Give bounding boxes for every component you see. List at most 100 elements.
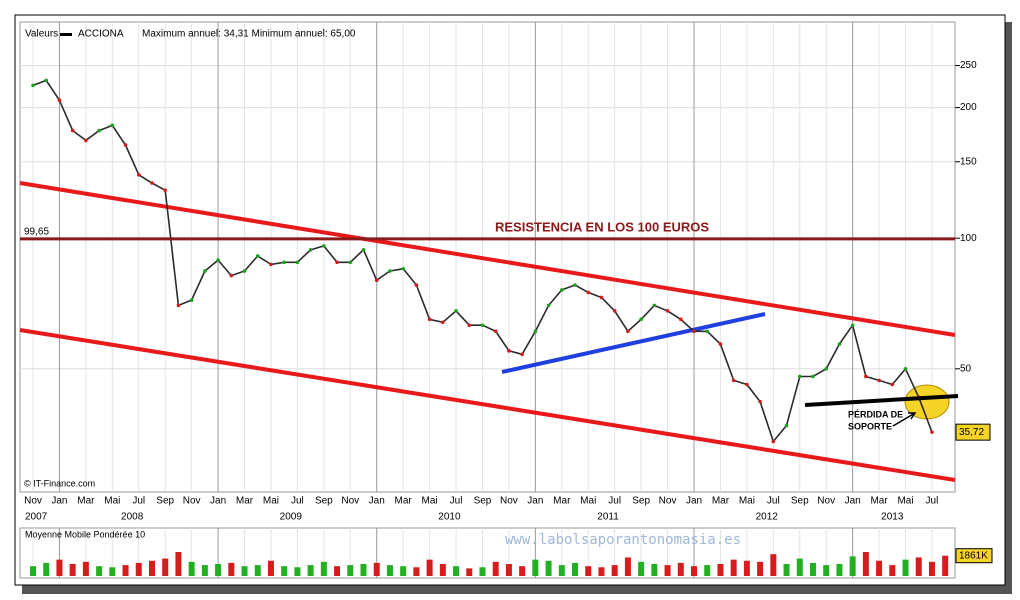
price-point — [335, 260, 339, 265]
last-price-box — [955, 423, 991, 441]
volume-bar — [466, 568, 473, 576]
x-tick-label: Sep — [632, 496, 650, 507]
x-tick-label: Jul — [132, 496, 145, 507]
volume-bar — [386, 565, 393, 576]
volume-bar — [862, 552, 869, 576]
volume-bar — [307, 565, 314, 576]
volume-bar — [347, 565, 354, 576]
volume-bar — [228, 562, 235, 576]
price-point — [784, 423, 789, 428]
volume-bar — [254, 565, 261, 576]
price-point — [533, 329, 538, 334]
x-tick-label: Mar — [553, 496, 571, 507]
volume-bar — [215, 564, 222, 576]
price-point — [44, 78, 49, 83]
price-point — [97, 128, 101, 133]
y-tick-label: 200 — [960, 102, 977, 113]
volume-bar — [677, 562, 684, 576]
price-point — [903, 366, 908, 371]
y-tick-label: 150 — [960, 156, 977, 167]
price-point — [454, 309, 458, 313]
price-point — [136, 172, 141, 177]
price-point — [850, 323, 855, 328]
x-tick-label: Jan — [686, 496, 702, 507]
price-point — [322, 244, 326, 248]
x-tick-label: Jan — [210, 496, 226, 507]
price-point — [269, 262, 273, 267]
price-point — [242, 269, 247, 273]
volume-bar — [796, 558, 803, 576]
volume-bar — [267, 560, 274, 576]
price-point — [31, 83, 35, 88]
volume-bar — [915, 557, 922, 576]
x-tick-label: Sep — [315, 496, 333, 507]
volume-bar — [691, 566, 697, 576]
volume-bar — [572, 562, 579, 576]
x-tick-label: Jan — [51, 496, 67, 507]
volume-bar — [519, 566, 526, 576]
volume-bar — [783, 564, 790, 576]
price-point — [930, 430, 934, 434]
volume-bar — [624, 557, 631, 576]
price-point — [414, 283, 419, 287]
price-point — [837, 342, 842, 346]
volume-bar — [30, 566, 36, 576]
volume-bar — [162, 558, 169, 576]
volume-bar — [82, 561, 89, 576]
annotation: RESISTENCIA EN LOS 100 EUROS — [495, 219, 709, 234]
volume-bar — [413, 567, 420, 576]
volume-bar — [545, 560, 552, 576]
price-point — [427, 317, 432, 322]
broken-support-line — [804, 394, 959, 407]
watermark: www.labolsaporantonomasia.es — [505, 532, 741, 548]
x-tick-label: Mar — [77, 496, 95, 507]
volume-bar — [294, 567, 301, 576]
volume-bar — [902, 559, 909, 576]
volume-bar — [334, 566, 341, 576]
price-point — [441, 320, 445, 325]
year-label: 2013 — [881, 512, 904, 523]
volume-bar — [717, 564, 724, 576]
price-point — [811, 374, 815, 379]
x-tick-label: Nov — [500, 496, 518, 507]
support-trend-line — [501, 312, 766, 374]
volume-bar — [96, 566, 103, 576]
x-tick-label: Nov — [659, 496, 677, 507]
price-point — [374, 278, 379, 283]
price-point — [877, 378, 881, 383]
price-point — [758, 399, 762, 404]
price-point — [70, 128, 75, 133]
x-tick-label: Sep — [156, 496, 174, 507]
x-tick-label: Nov — [341, 496, 359, 507]
volume-bar — [492, 561, 499, 576]
x-tick-label: Sep — [474, 496, 492, 507]
volume-bar — [505, 564, 512, 576]
volume-bar — [942, 555, 949, 576]
x-tick-label: Mar — [395, 496, 413, 507]
x-tick-label: Mar — [712, 496, 730, 507]
price-point — [282, 260, 286, 265]
volume-bar — [320, 561, 327, 576]
volume-bar — [439, 564, 446, 576]
price-point — [890, 382, 895, 387]
price-point — [692, 329, 696, 334]
x-tick-label: Nov — [183, 496, 201, 507]
price-point — [467, 323, 472, 328]
annotation: SOPORTE — [848, 421, 892, 431]
price-point — [678, 317, 683, 322]
price-point — [84, 138, 88, 143]
x-tick-label: Jul — [608, 496, 621, 507]
price-point — [573, 283, 577, 287]
price-point — [612, 309, 617, 313]
price-point — [864, 374, 868, 379]
price-point — [216, 258, 220, 262]
volume-bar — [122, 565, 129, 576]
price-point — [493, 329, 498, 334]
legend-label: Valeurs — [25, 29, 58, 40]
x-tick-label: Mar — [870, 496, 888, 507]
price-point — [361, 248, 366, 252]
price-point — [401, 267, 405, 271]
volume-bar — [241, 566, 248, 576]
